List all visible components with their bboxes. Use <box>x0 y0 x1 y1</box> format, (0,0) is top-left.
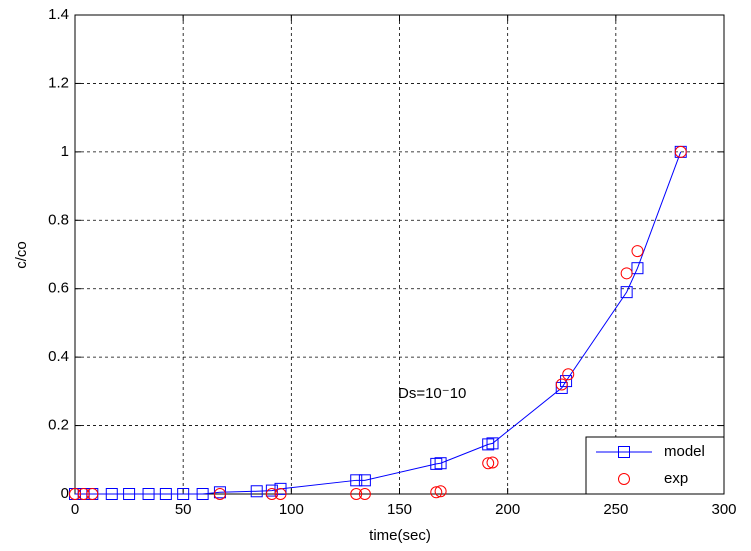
data-point <box>555 378 568 391</box>
data-point <box>177 488 190 500</box>
data-point <box>350 474 363 487</box>
plot-area <box>75 15 724 494</box>
data-point <box>486 456 499 469</box>
data-point <box>560 375 573 388</box>
annotation: Ds=10⁻10 <box>398 385 466 402</box>
y-tick-label: 0.2 <box>48 417 69 434</box>
x-tick-label: 100 <box>279 501 304 518</box>
data-point <box>486 437 499 450</box>
data-point <box>69 488 81 500</box>
data-point <box>482 438 495 451</box>
y-tick-label: 0.4 <box>48 348 69 365</box>
data-point <box>434 457 447 470</box>
data-point <box>434 485 447 498</box>
x-tick-label: 0 <box>71 501 79 518</box>
data-point <box>631 262 644 275</box>
x-tick-label: 250 <box>603 501 628 518</box>
data-point <box>562 368 575 381</box>
data-point <box>358 488 371 500</box>
data-point <box>674 145 687 158</box>
data-point <box>274 482 287 495</box>
data-point <box>265 484 278 497</box>
legend-label: model <box>664 443 705 460</box>
x-tick-label: 150 <box>387 501 412 518</box>
data-point <box>213 488 226 500</box>
y-tick-label: 0.6 <box>48 280 69 297</box>
data-point <box>105 488 118 500</box>
data-point <box>274 488 287 500</box>
legend-marker <box>618 473 630 485</box>
data-point <box>265 488 278 500</box>
axes-box <box>74 14 725 495</box>
data-point <box>250 485 263 498</box>
data-point <box>142 488 155 500</box>
x-axis-label: time(sec) <box>369 527 431 544</box>
data-point <box>555 381 568 394</box>
data-point <box>159 488 172 500</box>
legend-box <box>585 436 725 495</box>
y-tick-label: 0.8 <box>48 211 69 228</box>
x-tick-label: 300 <box>711 501 736 518</box>
data-point <box>620 267 633 280</box>
data-point <box>86 488 99 500</box>
legend-label: exp <box>664 470 688 487</box>
data-point <box>350 488 363 500</box>
data-point <box>123 488 136 500</box>
y-tick-label: 1.2 <box>48 74 69 91</box>
data-point <box>482 457 495 470</box>
x-tick-label: 200 <box>495 501 520 518</box>
data-point <box>430 486 443 499</box>
y-tick-label: 0 <box>61 485 69 502</box>
legend-marker <box>618 446 630 458</box>
y-tick-label: 1.4 <box>48 6 69 23</box>
data-point <box>196 488 209 500</box>
y-axis-label: c/co <box>13 241 30 269</box>
data-point <box>358 474 371 487</box>
data-point <box>77 488 90 500</box>
y-tick-label: 1 <box>61 143 69 160</box>
data-point <box>430 457 443 470</box>
data-point <box>631 245 644 258</box>
x-tick-label: 50 <box>175 501 192 518</box>
data-point <box>620 286 633 299</box>
